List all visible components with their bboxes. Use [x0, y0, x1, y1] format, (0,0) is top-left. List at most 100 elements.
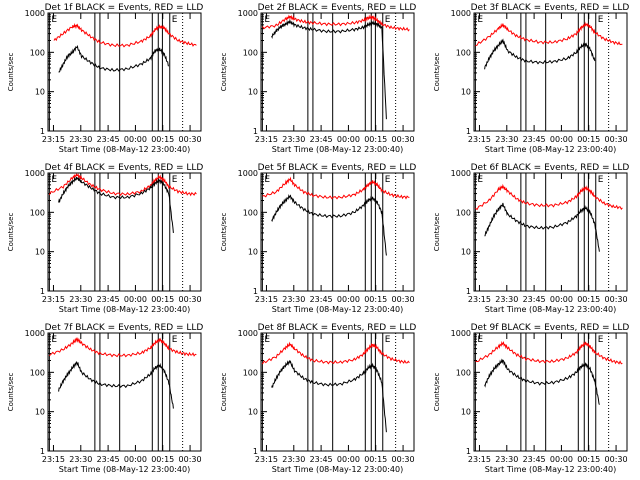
x-tick-label: 23:30: [282, 295, 305, 304]
x-tick-label: 23:30: [282, 135, 305, 144]
y-tick-label: 10: [35, 248, 45, 257]
y-axis-label: Counts/sec: [433, 373, 441, 412]
plot-frame: [473, 172, 628, 292]
series-line-black: [58, 44, 169, 73]
x-tick-label: 00:30: [179, 295, 202, 304]
x-tick-label: 23:15: [255, 295, 278, 304]
y-tick-label: 10: [461, 88, 471, 97]
x-tick-label: 00:15: [364, 455, 387, 464]
time-marker-label: E: [264, 335, 270, 345]
time-marker-label: E: [385, 175, 391, 185]
time-marker-label: E: [477, 335, 483, 345]
series-line-black: [58, 176, 174, 233]
x-tick-label: 23:45: [97, 295, 120, 304]
plot-frame: [260, 12, 415, 132]
y-tick-label: 1: [40, 447, 45, 456]
chart-panel-7: Det 7f BLACK = Events, RED = LLD 1 10 100 10…: [7, 323, 203, 474]
x-tick-label: 23:30: [495, 135, 518, 144]
time-marker-label: E: [477, 175, 483, 185]
x-tick-label: 00:30: [605, 295, 628, 304]
x-tick-label: 23:30: [282, 455, 305, 464]
y-tick-label: 1000: [451, 329, 471, 338]
y-tick-label: 100: [30, 48, 45, 57]
x-axis-label: Start Time (08-May-12 23:00:40): [272, 465, 403, 474]
x-tick-label: 00:00: [550, 135, 573, 144]
x-tick-label: 00:15: [151, 455, 174, 464]
time-marker-label: E: [385, 15, 391, 25]
x-tick-label: 00:00: [124, 455, 147, 464]
y-tick-label: 10: [35, 408, 45, 417]
chart-panel-1: Det 1f BLACK = Events, RED = LLD 1 10 100 10…: [7, 3, 203, 154]
x-tick-label: 23:30: [69, 455, 92, 464]
plot-frame: [473, 332, 628, 452]
series-line-black: [484, 38, 596, 70]
x-tick-label: 00:30: [179, 135, 202, 144]
chart-title: Det 3f BLACK = Events, RED = LLD: [471, 3, 630, 13]
y-tick-label: 10: [461, 248, 471, 257]
y-tick-label: 1: [253, 447, 258, 456]
y-tick-label: 1000: [238, 329, 258, 338]
x-tick-label: 23:15: [468, 135, 491, 144]
chart-panel-2: Det 2f BLACK = Events, RED = LLD 1 10 100 10…: [220, 3, 416, 154]
x-axis-label: Start Time (08-May-12 23:00:40): [59, 305, 190, 314]
x-tick-label: 23:45: [523, 295, 546, 304]
series-line-black: [484, 358, 600, 405]
series-line-red: [475, 183, 623, 211]
y-tick-label: 1000: [25, 169, 45, 178]
y-tick-label: 100: [30, 368, 45, 377]
y-tick-label: 10: [35, 88, 45, 97]
x-tick-label: 00:15: [577, 135, 600, 144]
x-tick-label: 23:15: [255, 455, 278, 464]
time-marker-label: E: [51, 175, 57, 185]
plot-frame: [47, 12, 202, 132]
y-tick-label: 100: [456, 208, 471, 217]
x-tick-label: 23:30: [495, 295, 518, 304]
x-tick-label: 00:00: [124, 295, 147, 304]
series-line-red: [49, 336, 197, 358]
series-line-red: [475, 21, 623, 47]
x-axis-label: Start Time (08-May-12 23:00:40): [485, 465, 616, 474]
x-tick-label: 23:45: [310, 295, 333, 304]
x-tick-label: 00:00: [550, 295, 573, 304]
x-tick-label: 23:15: [468, 295, 491, 304]
y-axis-label: Counts/sec: [433, 53, 441, 92]
time-marker-label: E: [172, 15, 178, 25]
chart-panel-4: Det 4f BLACK = Events, RED = LLD 1 10 100 10…: [7, 163, 203, 314]
y-axis-label: Counts/sec: [220, 213, 228, 252]
x-tick-label: 23:30: [69, 135, 92, 144]
y-axis-label: Counts/sec: [7, 373, 15, 412]
x-tick-label: 00:00: [550, 455, 573, 464]
x-tick-label: 23:15: [42, 135, 65, 144]
chart-panel-9: Det 9f BLACK = Events, RED = LLD 1 10 100 10…: [433, 323, 629, 474]
series-line-red: [261, 341, 410, 365]
y-tick-label: 10: [248, 248, 258, 257]
x-tick-label: 23:30: [495, 455, 518, 464]
x-axis-label: Start Time (08-May-12 23:00:40): [272, 145, 403, 154]
x-tick-label: 00:00: [337, 295, 360, 304]
series-line-red: [262, 176, 410, 200]
y-tick-label: 1000: [25, 329, 45, 338]
x-tick-label: 23:45: [523, 135, 546, 144]
y-tick-label: 1000: [451, 9, 471, 18]
x-tick-label: 23:15: [42, 455, 65, 464]
x-axis-label: Start Time (08-May-12 23:00:40): [485, 145, 616, 154]
y-tick-label: 100: [456, 48, 471, 57]
series-line-black: [271, 18, 387, 120]
x-tick-label: 23:15: [42, 295, 65, 304]
x-tick-label: 00:15: [364, 135, 387, 144]
x-tick-label: 00:00: [124, 135, 147, 144]
time-marker-label: E: [598, 15, 604, 25]
x-tick-label: 23:15: [255, 135, 278, 144]
x-tick-label: 23:45: [310, 455, 333, 464]
y-tick-label: 1: [40, 127, 45, 136]
time-marker-label: E: [385, 335, 391, 345]
plot-frame: [47, 172, 202, 292]
time-marker-label: E: [172, 335, 178, 345]
y-axis-label: Counts/sec: [433, 213, 441, 252]
y-tick-label: 100: [243, 208, 258, 217]
x-tick-label: 00:00: [337, 135, 360, 144]
x-tick-label: 00:15: [151, 135, 174, 144]
y-tick-label: 1: [253, 287, 258, 296]
time-marker-label: E: [51, 15, 57, 25]
